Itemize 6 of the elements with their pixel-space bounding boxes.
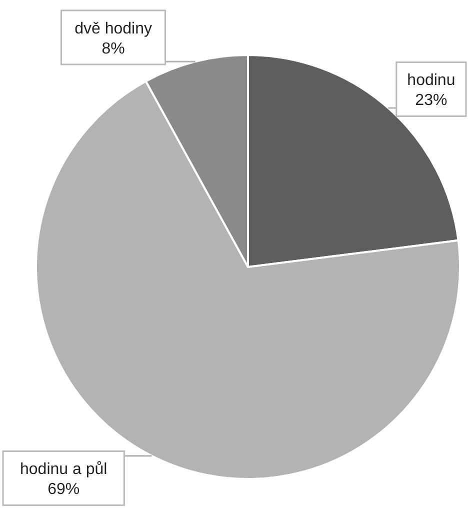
data-label: 8% — [102, 40, 125, 58]
slice-label: hodinu — [407, 72, 456, 90]
data-label: 23% — [415, 92, 448, 110]
slice-label: dvě hodiny — [74, 20, 152, 38]
data-label: 69% — [48, 481, 80, 498]
slice-label: hodinu a půl — [20, 461, 108, 478]
